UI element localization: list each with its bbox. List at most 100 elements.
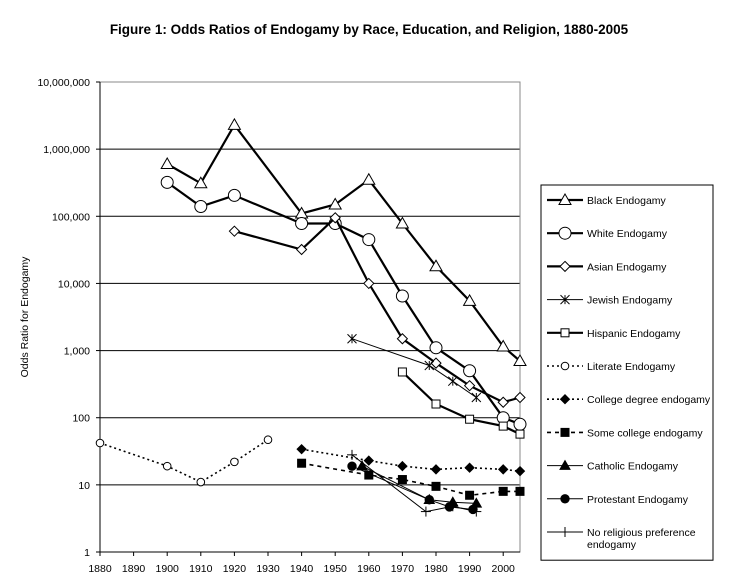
series-jewish-endogamy	[347, 333, 482, 403]
legend-label: Protestant Endogamy	[587, 494, 689, 506]
data-point	[429, 341, 443, 355]
legend-swatch-marker	[560, 361, 570, 371]
series-line	[361, 465, 477, 504]
data-point	[397, 460, 408, 472]
legend-item-college-degree-endogamy: College degree endogamy	[547, 393, 711, 406]
x-tick-label: 1990	[458, 563, 482, 575]
legend-item-catholic-endogamy: Catholic Endogamy	[547, 459, 679, 473]
series-layer	[95, 117, 527, 517]
x-tick-label: 1920	[223, 563, 247, 575]
legend-item-black-endogamy: Black Endogamy	[547, 192, 667, 207]
legend-item-literate-endogamy: Literate Endogamy	[547, 361, 676, 373]
legend-label: College degree endogamy	[587, 394, 711, 406]
legend-label: No religious preference	[587, 527, 696, 539]
axes: 1 10 100 1,000 10,000 100,000 1,000,000 10,000,…	[19, 77, 521, 575]
legend-label: Jewish Endogamy	[587, 295, 673, 307]
data-point	[513, 353, 527, 366]
data-point	[463, 379, 476, 392]
series-line	[351, 338, 477, 398]
legend-item-asian-endogamy: Asian Endogamy	[547, 260, 667, 273]
series-college-degree-endogamy	[296, 443, 526, 477]
data-point	[424, 495, 434, 505]
y-tick-label: 1,000	[64, 346, 90, 358]
series-catholic-endogamy	[356, 460, 483, 508]
data-point	[228, 225, 241, 237]
x-tick-label: 1910	[189, 563, 213, 575]
legend-swatch-marker	[560, 328, 570, 338]
y-axis-title: Odds Ratio for Endogamy	[19, 256, 31, 378]
data-point	[514, 465, 526, 477]
data-point	[230, 457, 239, 467]
data-point	[347, 449, 357, 460]
data-point	[329, 212, 341, 224]
data-point	[514, 391, 526, 404]
legend-item-hispanic-endogamy: Hispanic Endogamy	[547, 328, 681, 340]
legend-swatch-marker	[559, 260, 571, 273]
series-some-college-endogamy	[297, 458, 525, 500]
y-tick-label: 100	[72, 413, 90, 425]
series-line	[351, 454, 477, 513]
legend-label: Asian Endogamy	[587, 261, 667, 273]
data-point	[513, 417, 527, 431]
data-point	[430, 464, 442, 475]
x-tick-label: 1880	[88, 563, 112, 575]
data-point	[196, 477, 206, 487]
data-point	[95, 438, 105, 448]
legend-swatch-marker	[560, 527, 570, 537]
data-point	[463, 364, 477, 378]
data-point	[395, 289, 409, 303]
legend-swatch-marker	[560, 294, 570, 305]
data-point	[464, 462, 475, 473]
data-point	[396, 333, 409, 345]
legend-label: Catholic Endogamy	[587, 461, 679, 473]
legend-swatch-marker	[560, 494, 570, 504]
series-asian-endogamy	[228, 212, 526, 408]
data-point	[295, 243, 308, 256]
legend-swatch-marker	[559, 393, 571, 405]
data-point	[328, 197, 343, 210]
data-point	[496, 339, 511, 352]
data-point	[363, 455, 375, 466]
data-point	[431, 399, 441, 409]
series-black-endogamy	[160, 117, 527, 366]
data-point	[297, 458, 307, 468]
data-point	[429, 259, 443, 272]
chart-title: Figure 1: Odds Ratios of Endogamy by Rac…	[109, 22, 629, 37]
series-line	[301, 448, 521, 472]
series-literate-endogamy	[95, 435, 273, 487]
data-point	[397, 475, 407, 485]
legend-box	[540, 184, 714, 561]
data-point	[160, 175, 174, 189]
data-point	[263, 435, 273, 445]
legend-item-white-endogamy: White Endogamy	[547, 226, 668, 240]
y-tick-label: 1	[84, 547, 90, 559]
x-tick-label: 1980	[424, 563, 448, 575]
legend-swatch-marker	[558, 192, 572, 205]
series-line	[166, 122, 521, 362]
legend-label: endogamy	[587, 539, 637, 551]
data-point	[193, 176, 208, 189]
data-point	[194, 199, 208, 213]
data-point	[395, 216, 410, 229]
data-point	[420, 506, 431, 517]
x-tick-label: 2000	[492, 563, 516, 575]
data-point	[431, 481, 441, 491]
data-point	[363, 277, 375, 290]
data-point	[397, 367, 407, 377]
data-point	[447, 501, 458, 512]
y-tick-label: 10,000,000	[37, 77, 90, 89]
data-point	[162, 461, 172, 471]
data-point	[498, 421, 508, 431]
legend-label: Some college endogamy	[587, 427, 703, 439]
data-point	[295, 217, 309, 231]
legend-item-protestant-endogamy: Protestant Endogamy	[547, 494, 689, 506]
plot-border	[99, 81, 521, 553]
data-point	[160, 157, 175, 170]
data-point	[227, 188, 241, 202]
data-point	[347, 461, 357, 471]
x-tick-label: 1950	[324, 563, 348, 575]
x-tick-label: 1970	[391, 563, 415, 575]
series-line	[99, 439, 269, 484]
x-tick-label: 1930	[256, 563, 280, 575]
